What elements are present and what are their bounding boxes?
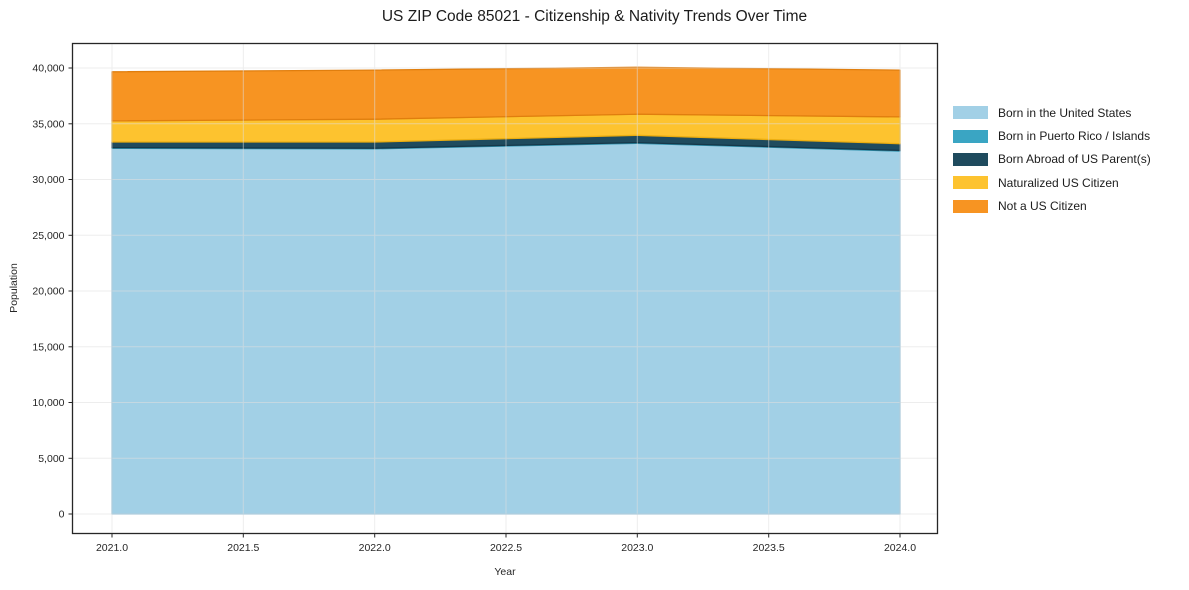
x-tick-label: 2021.0 xyxy=(96,542,128,554)
y-tick-label: 20,000 xyxy=(32,286,64,298)
legend-swatch-icon xyxy=(953,152,988,166)
legend-label: Born in the United States xyxy=(998,105,1132,120)
legend-swatch-icon xyxy=(953,199,988,213)
y-axis-title: Population xyxy=(8,263,20,313)
x-axis-title: Year xyxy=(494,566,516,578)
x-tick-label: 2023.0 xyxy=(621,542,653,554)
x-tick-label: 2021.5 xyxy=(227,542,259,554)
legend-swatch-icon xyxy=(953,129,988,143)
y-tick-label: 40,000 xyxy=(32,63,64,75)
y-tick-label: 0 xyxy=(59,509,65,521)
chart-title: US ZIP Code 85021 - Citizenship & Nativi… xyxy=(381,8,808,25)
legend-swatch-icon xyxy=(953,106,988,120)
legend-item: Born Abroad of US Parent(s) xyxy=(953,148,1151,171)
y-tick-label: 15,000 xyxy=(32,341,64,353)
x-tick-label: 2023.5 xyxy=(753,542,785,554)
x-tick-label: 2024.0 xyxy=(884,542,916,554)
legend-item: Not a US Citizen xyxy=(953,195,1151,218)
legend: Born in the United States Born in Puerto … xyxy=(953,101,1151,218)
legend-label: Born in Puerto Rico / Islands xyxy=(998,129,1151,144)
tick-marks xyxy=(68,67,901,538)
legend-item: Born in Puerto Rico / Islands xyxy=(953,124,1151,147)
legend-swatch-icon xyxy=(953,176,988,190)
x-tick-label: 2022.0 xyxy=(359,542,391,554)
gridlines xyxy=(72,43,938,534)
legend-item: Naturalized US Citizen xyxy=(953,171,1151,194)
legend-item: Born in the United States xyxy=(953,101,1151,124)
plot-frame xyxy=(71,42,939,535)
legend-label: Not a US Citizen xyxy=(998,199,1087,214)
y-tick-label: 5,000 xyxy=(38,453,64,465)
y-tick-label: 25,000 xyxy=(32,230,64,242)
y-tick-label: 10,000 xyxy=(32,397,64,409)
legend-label: Naturalized US Citizen xyxy=(998,175,1119,190)
x-tick-label: 2022.5 xyxy=(490,542,522,554)
y-tick-label: 35,000 xyxy=(32,119,64,131)
y-tick-label: 30,000 xyxy=(32,174,64,186)
tick-labels: 2021.0 2021.5 2022.0 2022.5 2023.0 2023.5 2024… xyxy=(32,63,916,554)
legend-label: Born Abroad of US Parent(s) xyxy=(998,152,1151,167)
